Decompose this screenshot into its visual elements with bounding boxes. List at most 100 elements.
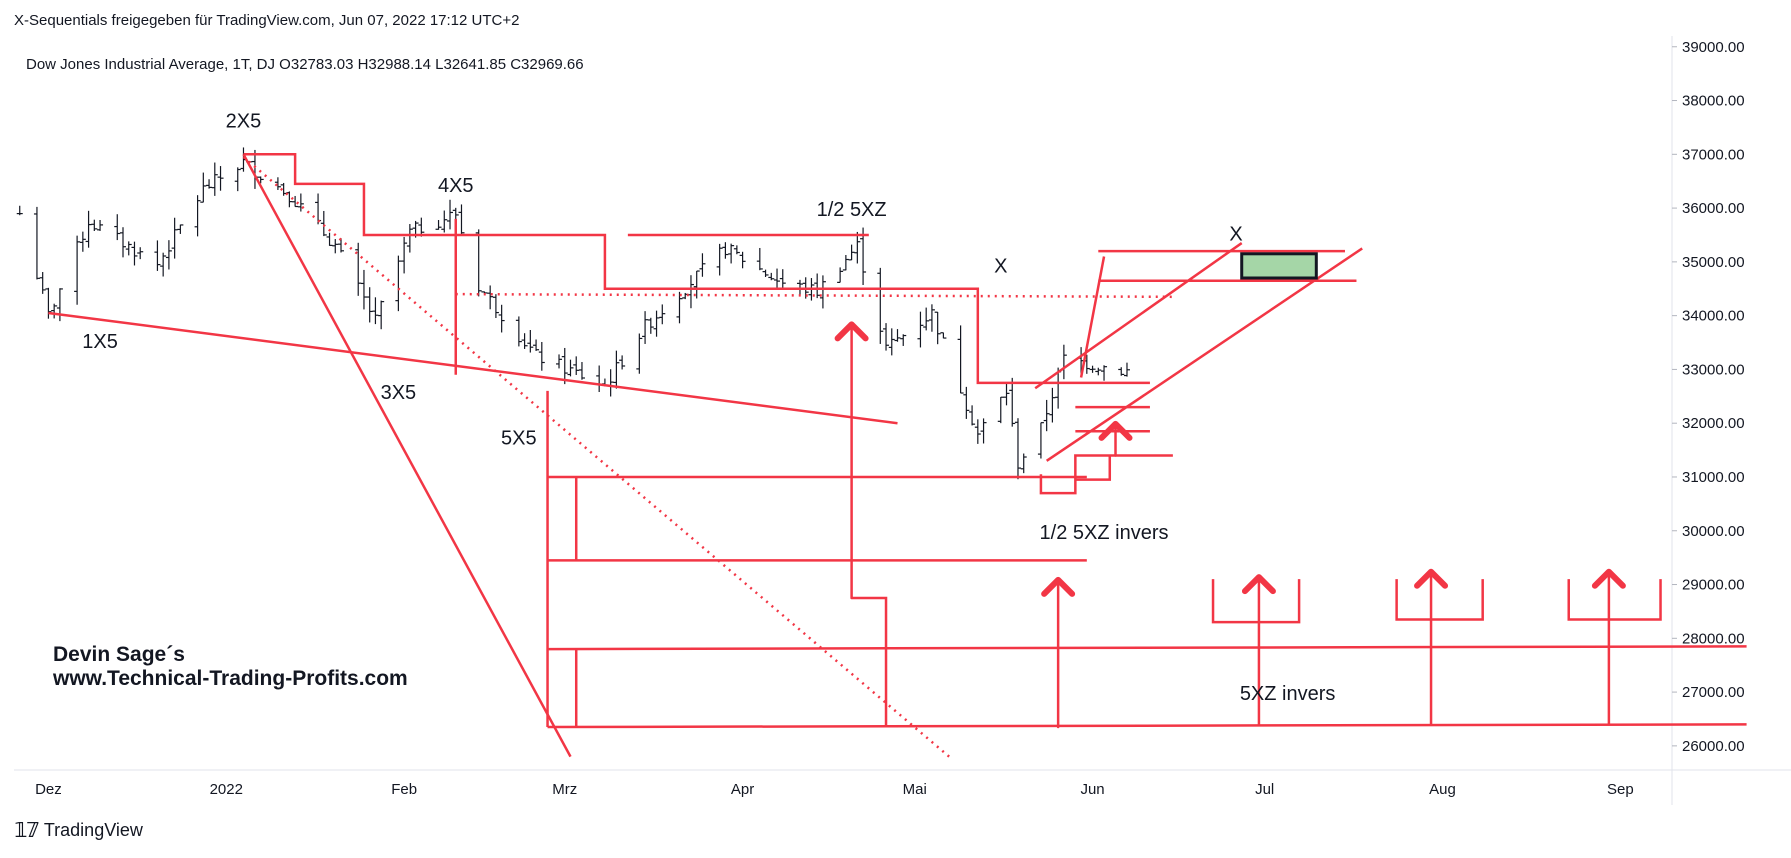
dotted-trendline (242, 156, 950, 758)
level-line (1211, 579, 1301, 624)
price-bar (613, 350, 620, 389)
price-bar (940, 332, 947, 339)
up-arrow (1414, 568, 1449, 726)
price-bar (274, 177, 281, 190)
trendline (1034, 242, 1243, 390)
trendline (1045, 247, 1363, 462)
price-bar (137, 247, 144, 260)
price-bar (16, 205, 23, 216)
price-bar (114, 214, 121, 241)
price-bar (716, 243, 723, 276)
tradingview-logo-icon: 𝟙𝟟 (14, 820, 40, 842)
price-bar (441, 210, 448, 233)
price-bar (165, 240, 172, 270)
price-bar (1009, 377, 1016, 427)
price-bar (779, 269, 786, 289)
annotation-label: 5XZ invers (1240, 683, 1336, 705)
price-bar (974, 419, 981, 444)
price-bar (1095, 367, 1102, 376)
y-tick-label: 32000.00 (1682, 415, 1745, 432)
price-bar (756, 247, 763, 271)
price-bar (79, 231, 86, 252)
price-bar (326, 232, 333, 246)
price-bar (395, 255, 402, 312)
price-bar (125, 241, 132, 256)
price-bar (900, 334, 907, 346)
price-bar (406, 224, 413, 253)
annotation-label: 1/2 5XZ invers (1040, 522, 1169, 544)
price-bar (596, 365, 603, 392)
price-bar (1037, 422, 1044, 459)
price-bar (1014, 418, 1021, 480)
price-bar (194, 195, 201, 237)
trendline (48, 311, 898, 425)
annotation-label: 5X5 (501, 428, 537, 450)
x-tick-label: Jun (1080, 781, 1104, 798)
price-bar (814, 273, 821, 299)
price-bar (739, 251, 746, 269)
price-bar (774, 268, 781, 288)
x-tick-label: Apr (731, 781, 754, 798)
price-bar (401, 236, 408, 274)
price-bar (653, 310, 660, 337)
price-bar (728, 243, 735, 264)
price-bar (338, 238, 345, 253)
price-bar (366, 287, 373, 323)
price-bar (1101, 365, 1108, 381)
y-tick-label: 34000.00 (1682, 308, 1745, 325)
price-bar (177, 224, 184, 234)
price-bar (860, 227, 867, 286)
price-bar (74, 235, 81, 305)
chart-canvas[interactable]: 39000.00 38000.00 37000.00 36000.00 35000.00… (0, 0, 1791, 810)
price-bar (360, 269, 367, 310)
credit-author: Devin Sage´s (53, 643, 185, 666)
price-bar (538, 341, 545, 371)
price-bar (515, 316, 522, 347)
price-bar (642, 311, 649, 344)
chart-legend: Dow Jones Industrial Average, 1T, DJ O32… (26, 56, 584, 73)
price-bar (131, 241, 138, 266)
price-bar (51, 303, 58, 319)
credit-url: www.Technical-Trading-Profits.com (52, 667, 408, 690)
annotation-label: 1X5 (82, 331, 118, 353)
price-bar (733, 245, 740, 255)
level-line (1039, 454, 1173, 495)
price-bar (297, 193, 304, 212)
price-bar (819, 275, 826, 309)
price-bar (848, 244, 855, 261)
price-bar (200, 172, 207, 203)
level-line (547, 723, 1747, 729)
price-bar (475, 229, 482, 297)
y-tick-label: 29000.00 (1682, 577, 1745, 594)
annotation-label: 4X5 (438, 175, 474, 197)
y-tick-label: 31000.00 (1682, 469, 1745, 486)
price-bar (452, 207, 459, 220)
footer-brand[interactable]: 𝟙𝟟 TradingView (14, 818, 143, 843)
price-bar (1043, 399, 1050, 432)
price-bar (217, 166, 224, 191)
price-bar (796, 279, 803, 295)
header-attribution: X-Sequentials freigegeben für TradingVie… (14, 12, 520, 29)
price-bar (1003, 382, 1010, 406)
price-bar (687, 275, 694, 309)
price-bar (883, 323, 890, 351)
up-arrow (1241, 574, 1276, 726)
price-bar (521, 333, 528, 349)
price-bar (378, 300, 385, 330)
price-bar (447, 199, 454, 230)
price-bar (234, 167, 241, 192)
price-bar (699, 253, 706, 277)
price-bar (917, 311, 924, 348)
x-tick-label: Aug (1429, 781, 1456, 798)
price-bar (837, 267, 844, 283)
price-bar (768, 272, 775, 281)
y-tick-label: 38000.00 (1682, 93, 1745, 110)
x-tick-label: 2022 (210, 781, 243, 798)
annotation-label: 1/2 5XZ (817, 199, 887, 221)
x-tick-label: Mai (903, 781, 927, 798)
price-bar (56, 288, 63, 322)
price-bar (647, 317, 654, 334)
price-bar (676, 291, 683, 324)
price-bar (33, 206, 40, 280)
y-tick-label: 28000.00 (1682, 630, 1745, 647)
